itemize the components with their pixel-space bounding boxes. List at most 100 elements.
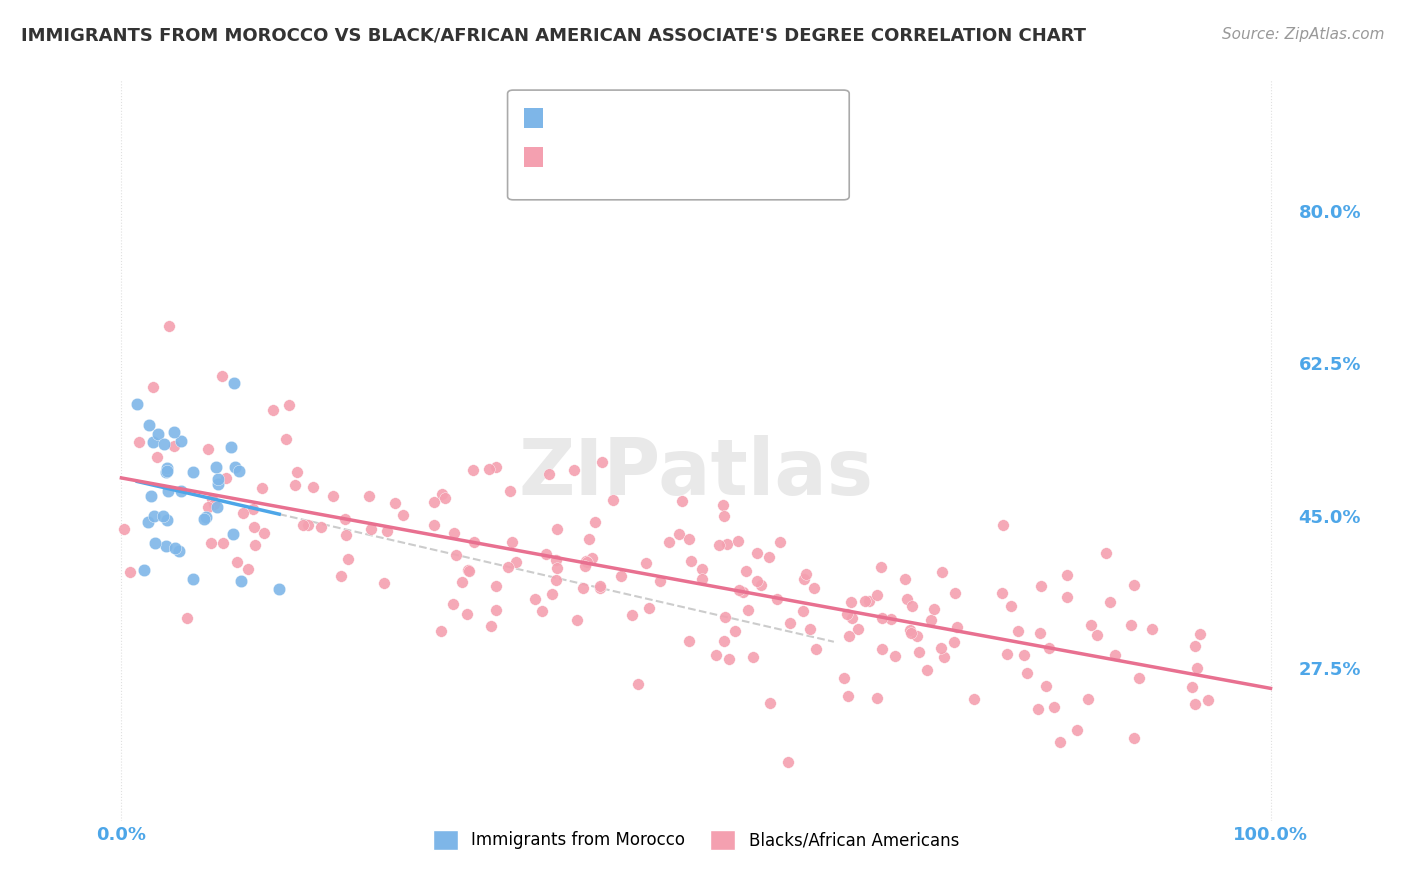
Point xyxy=(803,581,825,595)
Point xyxy=(637,601,659,615)
Text: -0.232: -0.232 xyxy=(586,109,651,127)
Point xyxy=(793,573,815,587)
Point xyxy=(1007,624,1029,638)
Point xyxy=(541,587,564,601)
Point xyxy=(457,563,479,577)
Point xyxy=(728,582,751,597)
Point xyxy=(1026,702,1049,716)
Point xyxy=(575,555,598,569)
Point xyxy=(735,564,758,578)
Text: 37: 37 xyxy=(685,109,710,127)
Point xyxy=(671,493,693,508)
Point xyxy=(478,462,501,476)
Point xyxy=(479,619,502,633)
Point xyxy=(1128,671,1150,685)
Point xyxy=(165,541,187,556)
Point xyxy=(443,526,465,541)
Point xyxy=(197,442,219,456)
Point xyxy=(1038,640,1060,655)
Point xyxy=(143,535,166,549)
Point xyxy=(581,551,603,566)
Point xyxy=(243,520,266,534)
Point xyxy=(846,622,869,636)
Point xyxy=(335,528,357,542)
Point xyxy=(908,645,931,659)
Point xyxy=(269,582,291,596)
Point xyxy=(894,573,917,587)
Point xyxy=(713,509,735,524)
Point xyxy=(156,464,179,478)
Point xyxy=(924,602,946,616)
Point xyxy=(742,649,765,664)
Point xyxy=(197,500,219,514)
Point xyxy=(837,607,859,622)
Point xyxy=(779,615,801,630)
Point xyxy=(201,491,224,506)
Point xyxy=(945,620,967,634)
Point xyxy=(905,629,928,643)
Point xyxy=(711,498,734,512)
Point xyxy=(706,648,728,662)
Point xyxy=(1197,693,1219,707)
Point xyxy=(236,562,259,576)
Point xyxy=(727,534,749,549)
Point xyxy=(991,585,1014,599)
Point xyxy=(943,586,966,600)
Point xyxy=(870,642,893,657)
Text: 200: 200 xyxy=(685,148,723,166)
Point xyxy=(1056,568,1078,582)
Point xyxy=(1029,626,1052,640)
Point xyxy=(931,566,953,580)
Point xyxy=(534,547,557,561)
Point xyxy=(799,622,821,636)
Point xyxy=(870,611,893,625)
Point xyxy=(1015,665,1038,680)
Point xyxy=(942,635,965,649)
Point xyxy=(794,567,817,582)
Point xyxy=(1123,731,1146,746)
Point xyxy=(901,599,924,613)
Point xyxy=(228,464,250,478)
Point xyxy=(915,663,938,677)
Point xyxy=(769,535,792,549)
Point xyxy=(458,564,481,578)
Point xyxy=(118,566,141,580)
Point xyxy=(277,398,299,412)
Point xyxy=(1029,578,1052,592)
Point xyxy=(920,613,942,627)
Point xyxy=(562,463,585,477)
Point xyxy=(152,509,174,524)
Point xyxy=(602,493,624,508)
Point xyxy=(1049,735,1071,749)
Point xyxy=(127,397,149,411)
Point xyxy=(900,625,922,640)
Point xyxy=(841,611,863,625)
Point xyxy=(444,549,467,563)
Point xyxy=(1098,595,1121,609)
Point xyxy=(678,532,700,546)
Point xyxy=(869,559,891,574)
Point xyxy=(423,495,446,509)
Point xyxy=(572,581,595,595)
Point xyxy=(205,500,228,515)
Point xyxy=(142,380,165,394)
Legend: Immigrants from Morocco, Blacks/African Americans: Immigrants from Morocco, Blacks/African … xyxy=(426,823,966,856)
Point xyxy=(262,403,284,417)
Point xyxy=(1184,698,1206,712)
Point xyxy=(1181,681,1204,695)
Point xyxy=(297,517,319,532)
Point xyxy=(391,508,413,522)
Point xyxy=(658,534,681,549)
Point xyxy=(195,510,218,524)
Point xyxy=(434,491,457,505)
Point xyxy=(747,574,769,588)
Point xyxy=(205,459,228,474)
Point xyxy=(136,515,159,529)
Point xyxy=(1056,591,1078,605)
Point xyxy=(200,536,222,550)
Point xyxy=(1189,626,1212,640)
Point xyxy=(451,575,474,590)
Point xyxy=(360,522,382,536)
Point xyxy=(724,624,747,638)
Point xyxy=(505,555,527,569)
